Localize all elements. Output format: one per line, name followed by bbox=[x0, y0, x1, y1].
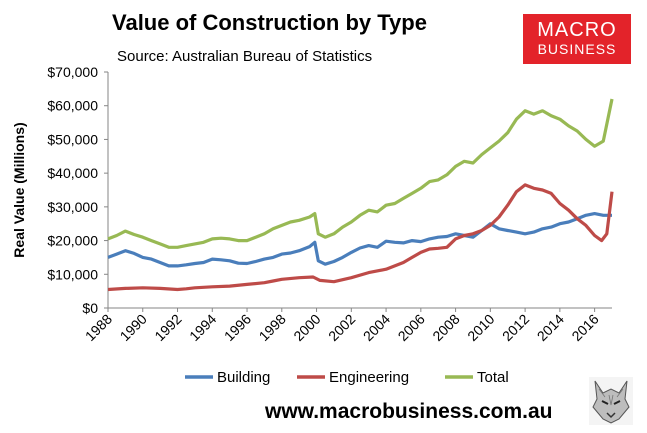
y-tick-label: $0 bbox=[82, 300, 98, 316]
x-tick-label: 1990 bbox=[117, 311, 150, 344]
x-tick-label: 2014 bbox=[534, 311, 567, 344]
series-lines bbox=[107, 98, 614, 292]
x-tick-label: 2012 bbox=[499, 311, 532, 344]
x-tick-label: 1994 bbox=[186, 311, 219, 344]
x-tick-label: 2010 bbox=[464, 311, 497, 344]
x-tick-label: 1996 bbox=[221, 311, 254, 344]
x-axis-ticks: 1988 1990 1992 1994 1996 1998 2000 2002 2004 2006… bbox=[82, 308, 602, 344]
legend-label-building: Building bbox=[217, 369, 270, 386]
x-tick-label: 1998 bbox=[256, 311, 289, 344]
series-line-engineering bbox=[107, 183, 614, 292]
chart-legend: Building Engineering Total bbox=[185, 369, 509, 386]
y-tick-label: $50,000 bbox=[47, 131, 98, 147]
legend-label-engineering: Engineering bbox=[329, 369, 409, 386]
legend-label-total: Total bbox=[477, 369, 509, 386]
x-tick-label: 2002 bbox=[325, 311, 358, 344]
series-line-total bbox=[107, 98, 614, 249]
y-tick-label: $40,000 bbox=[47, 165, 98, 181]
y-axis-title: Real Value (Millions) bbox=[11, 122, 27, 257]
x-tick-label: 2016 bbox=[568, 311, 601, 344]
x-tick-label: 2008 bbox=[429, 311, 462, 344]
wolf-mascot-icon bbox=[589, 377, 633, 425]
y-tick-label: $10,000 bbox=[47, 266, 98, 282]
x-tick-label: 2000 bbox=[290, 311, 323, 344]
x-tick-label: 2004 bbox=[360, 311, 393, 344]
x-tick-label: 2006 bbox=[395, 311, 428, 344]
y-tick-label: $20,000 bbox=[47, 233, 98, 249]
y-tick-label: $60,000 bbox=[47, 98, 98, 114]
series-line-building bbox=[107, 212, 612, 268]
logo-line2: BUSINESS bbox=[537, 41, 617, 57]
y-tick-label: $30,000 bbox=[47, 199, 98, 215]
chart-title: Value of Construction by Type bbox=[112, 10, 427, 35]
macrobusiness-logo: MACRO BUSINESS bbox=[523, 14, 631, 64]
chart-subtitle: Source: Australian Bureau of Statistics bbox=[117, 48, 373, 65]
logo-line1: MACRO bbox=[537, 19, 617, 41]
y-axis-ticks: $0 $10,000 $20,000 $30,000 $40,000 $50,000 $60… bbox=[47, 64, 108, 316]
chart-axes bbox=[107, 72, 612, 309]
y-tick-label: $70,000 bbox=[47, 64, 98, 80]
x-tick-label: 1992 bbox=[151, 311, 184, 344]
website-url: www.macrobusiness.com.au bbox=[265, 400, 553, 423]
